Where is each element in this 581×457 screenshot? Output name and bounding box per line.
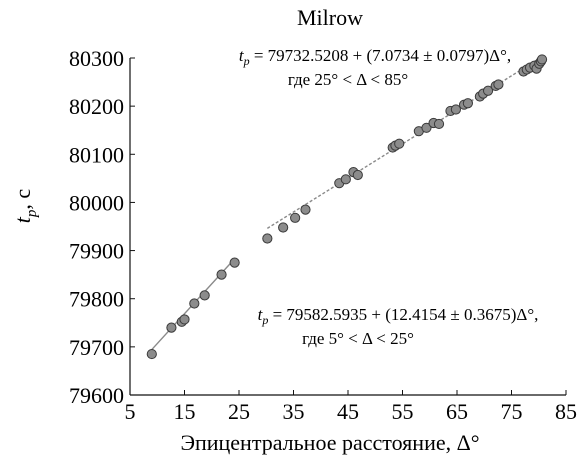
data-point bbox=[340, 174, 351, 185]
data-point bbox=[278, 222, 289, 233]
annotation-lower-line2: где 5° < Δ < 25° bbox=[302, 329, 414, 348]
data-point bbox=[433, 118, 445, 130]
x-axis-label: Эпицентральное расстояние, Δ° bbox=[180, 430, 479, 455]
data-point bbox=[493, 79, 504, 90]
data-point bbox=[352, 169, 363, 181]
y-tick-label: 79700 bbox=[69, 335, 124, 360]
data-point bbox=[216, 269, 227, 280]
data-point bbox=[462, 98, 473, 109]
chart-title: Milrow bbox=[297, 5, 363, 30]
x-tick-label: 35 bbox=[283, 399, 305, 424]
data-point bbox=[199, 290, 210, 301]
y-tick-label: 80200 bbox=[69, 94, 124, 119]
data-point bbox=[262, 233, 273, 244]
x-tick-label: 75 bbox=[501, 399, 523, 424]
data-point bbox=[290, 212, 301, 223]
svg-text:tp, с: tp, с bbox=[10, 189, 40, 224]
data-point bbox=[450, 104, 462, 115]
fit-line-upper bbox=[266, 56, 543, 229]
data-points bbox=[146, 54, 548, 360]
data-point bbox=[536, 54, 548, 65]
annotation-lower-line1: tp = 79582.5935 + (12.4154 ± 0.3675)Δ°, bbox=[258, 305, 539, 327]
y-tick-label: 80300 bbox=[69, 46, 124, 71]
x-tick-label: 5 bbox=[125, 399, 136, 424]
data-point bbox=[482, 85, 494, 96]
annotation-upper-line2: где 25° < Δ < 85° bbox=[288, 70, 408, 89]
data-point bbox=[229, 257, 240, 268]
x-tick-label: 15 bbox=[174, 399, 196, 424]
x-tick-label: 25 bbox=[228, 399, 250, 424]
data-point bbox=[300, 204, 311, 215]
y-tick-label: 80000 bbox=[69, 190, 124, 215]
data-point bbox=[166, 322, 177, 333]
data-point bbox=[146, 348, 157, 360]
x-tick-label: 55 bbox=[392, 399, 414, 424]
ticks: 5 15 25 35 45 55 65 75 85 79600 79700 79800 79900 800… bbox=[69, 46, 577, 424]
y-axis-label-main: t bbox=[10, 216, 35, 223]
y-tick-label: 79800 bbox=[69, 287, 124, 312]
y-tick-label: 80100 bbox=[69, 142, 124, 167]
data-point bbox=[179, 314, 190, 325]
data-point bbox=[189, 298, 200, 309]
data-point bbox=[394, 138, 405, 149]
annotation-upper-line1: tp = 79732.5208 + (7.0734 ± 0.0797)Δ°, bbox=[239, 46, 511, 68]
x-tick-label: 85 bbox=[555, 399, 577, 424]
x-tick-label: 65 bbox=[446, 399, 468, 424]
x-tick-label: 45 bbox=[337, 399, 359, 424]
y-axis-label: tp, с bbox=[10, 189, 40, 224]
y-tick-label: 79600 bbox=[69, 383, 124, 408]
y-axis-label-rest: , с bbox=[10, 189, 35, 210]
data-point bbox=[421, 122, 432, 133]
y-tick-label: 79900 bbox=[69, 239, 124, 264]
y-axis-label-sub: p bbox=[24, 209, 40, 218]
